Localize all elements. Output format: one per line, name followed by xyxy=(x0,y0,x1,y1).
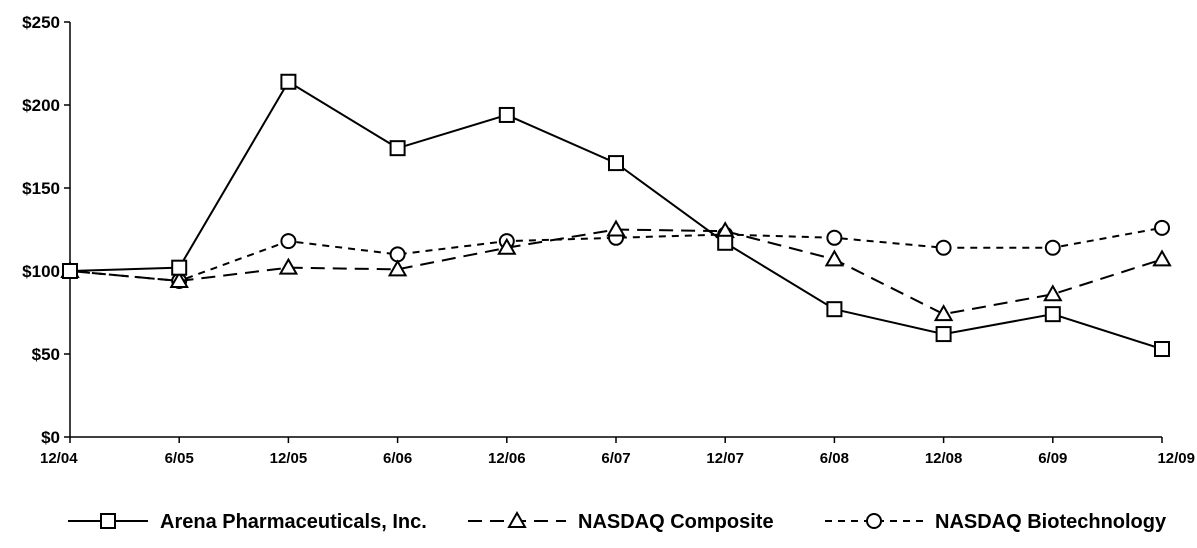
data-point-square xyxy=(280,73,297,90)
data-point-triangle xyxy=(387,259,408,277)
data-point-circle xyxy=(389,246,406,263)
y-tick-label: $250 xyxy=(22,13,60,32)
data-point-triangle xyxy=(1152,249,1172,267)
x-tick-label: 6/07 xyxy=(601,450,630,467)
data-point-square xyxy=(1154,341,1170,358)
series-square xyxy=(62,73,1170,358)
data-point-circle xyxy=(826,229,843,246)
data-point-square xyxy=(498,106,515,123)
y-tick-label: $0 xyxy=(41,428,60,447)
x-tick-label: 12/08 xyxy=(925,450,963,467)
series-line xyxy=(69,80,1163,350)
x-tick-label: 12/04 xyxy=(40,450,78,467)
data-point-square xyxy=(389,140,406,157)
y-tick-label: $150 xyxy=(22,179,60,198)
data-point-square xyxy=(171,259,188,276)
legend-item: NASDAQ Composite xyxy=(468,510,774,533)
series-line xyxy=(69,226,1163,282)
data-point-square xyxy=(608,155,624,172)
x-tick-label: 6/06 xyxy=(383,450,412,467)
x-axis-ticks: 12/04 6/05 12/05 6/06 12/06 6/07 12/07 6/08 12/0… xyxy=(40,437,1195,467)
x-tick-label: 6/05 xyxy=(165,450,194,467)
data-point-square xyxy=(1044,306,1061,323)
x-tick-label: 12/06 xyxy=(488,450,526,467)
x-tick-label: 12/09 xyxy=(1157,450,1195,467)
data-point-triangle xyxy=(933,304,954,322)
legend-label: NASDAQ Biotechnology xyxy=(935,511,1167,533)
x-tick-label: 6/08 xyxy=(820,450,849,467)
data-point-circle xyxy=(1044,239,1061,256)
data-point-square xyxy=(826,301,843,318)
data-point-triangle xyxy=(824,249,845,267)
x-tick-label: 12/07 xyxy=(706,450,744,467)
data-point-square xyxy=(935,326,952,343)
legend-marker-triangle xyxy=(507,510,527,528)
y-tick-label: $200 xyxy=(22,96,60,115)
y-axis-ticks: $0 $50 $100 $150 $200 $250 xyxy=(22,13,70,447)
data-point-triangle xyxy=(1043,284,1063,302)
chart-series xyxy=(60,73,1172,358)
y-tick-label: $100 xyxy=(22,262,60,281)
legend-label: NASDAQ Composite xyxy=(578,511,774,533)
y-tick-label: $50 xyxy=(32,345,60,364)
legend-item: Arena Pharmaceuticals, Inc. xyxy=(68,511,427,533)
data-point-circle xyxy=(1154,219,1170,236)
legend-item: NASDAQ Biotechnology xyxy=(825,511,1167,533)
chart-legend: Arena Pharmaceuticals, Inc. NASDAQ Compos… xyxy=(68,510,1167,533)
series-triangle xyxy=(60,219,1172,322)
legend-marker-circle xyxy=(866,513,882,529)
legend-marker-square xyxy=(100,513,116,529)
data-point-triangle xyxy=(606,219,626,237)
data-point-triangle xyxy=(169,270,189,288)
data-point-square xyxy=(62,263,78,279)
data-point-circle xyxy=(280,233,297,250)
legend-label: Arena Pharmaceuticals, Inc. xyxy=(160,511,427,533)
data-point-triangle xyxy=(278,257,299,275)
data-point-triangle xyxy=(497,237,517,255)
data-point-square xyxy=(717,234,734,251)
x-tick-label: 12/05 xyxy=(270,450,308,467)
data-point-circle xyxy=(935,239,952,256)
x-tick-label: 6/09 xyxy=(1038,450,1067,467)
